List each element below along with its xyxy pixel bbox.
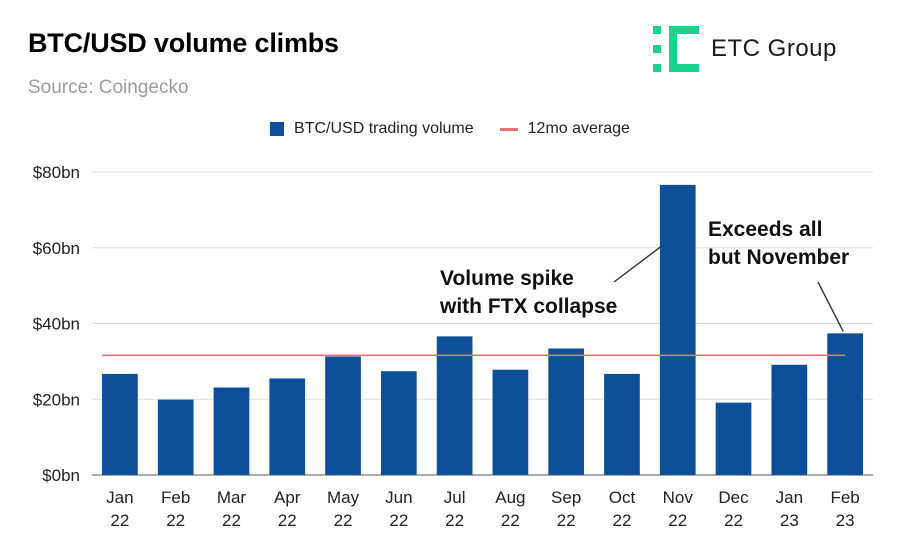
x-tick-label: 22 xyxy=(278,511,297,530)
x-tick-label: Jun xyxy=(385,488,412,507)
x-tick-label: Sep xyxy=(551,488,581,507)
x-tick-label: 22 xyxy=(110,511,129,530)
bar xyxy=(436,336,473,475)
x-tick-label: Jan xyxy=(776,488,803,507)
y-tick-label: $40bn xyxy=(33,315,80,334)
x-tick-label: 22 xyxy=(668,511,687,530)
bar xyxy=(380,371,417,475)
legend-swatch-volume xyxy=(270,122,285,136)
bar xyxy=(827,333,863,475)
chart-title: BTC/USD volume climbs xyxy=(28,28,339,58)
annotation-feb-line2: but November xyxy=(708,246,850,269)
bar xyxy=(659,184,696,475)
x-tick-label: 22 xyxy=(724,511,743,530)
x-tick-label: Jan xyxy=(106,488,133,507)
x-tick-label: 22 xyxy=(389,511,408,530)
x-tick-label: 22 xyxy=(166,511,185,530)
y-tick-label: $0bn xyxy=(42,466,80,485)
bar xyxy=(548,348,585,475)
bar xyxy=(604,373,640,475)
legend-item-volume: BTC/USD trading volume xyxy=(270,120,474,138)
annotation-ftx: Volume spike with FTX collapse xyxy=(440,265,617,321)
bar xyxy=(102,373,138,475)
legend-label-average: 12mo average xyxy=(527,120,630,137)
x-tick-label: Jul xyxy=(444,488,466,507)
x-tick-label: Nov xyxy=(663,488,694,507)
y-tick-label: $80bn xyxy=(33,163,80,182)
x-tick-label: Mar xyxy=(217,488,247,507)
bar xyxy=(771,364,808,475)
x-tick-label: 22 xyxy=(501,511,520,530)
x-tick-label: 22 xyxy=(613,511,632,530)
x-tick-label: 23 xyxy=(780,511,799,530)
brand-name: ETC Group xyxy=(711,35,837,62)
x-tick-label: Oct xyxy=(609,488,636,507)
x-tick-label: Aug xyxy=(495,488,525,507)
x-tick-label: Feb xyxy=(161,488,190,507)
x-tick-label: 23 xyxy=(836,511,855,530)
x-tick-label: 22 xyxy=(334,511,353,530)
annotation-leader xyxy=(817,281,844,332)
x-tick-label: May xyxy=(327,488,360,507)
annotation-leader xyxy=(613,245,663,283)
x-tick-label: Apr xyxy=(274,488,301,507)
chart-subtitle: Source: Coingecko xyxy=(28,77,189,98)
annotation-feb: Exceeds all but November xyxy=(708,216,849,272)
bar xyxy=(157,399,194,475)
annotation-ftx-line2: with FTX collapse xyxy=(440,295,618,318)
etc-group-logo: ETC Group xyxy=(653,26,873,72)
x-tick-label: Feb xyxy=(830,488,859,507)
etc-logo-mark-icon xyxy=(653,26,699,72)
bar xyxy=(492,369,529,475)
bar xyxy=(269,378,306,475)
x-tick-label: 22 xyxy=(445,511,464,530)
bar xyxy=(325,356,361,475)
annotation-ftx-line1: Volume spike xyxy=(440,267,574,290)
y-tick-label: $60bn xyxy=(33,239,80,258)
bar xyxy=(715,402,752,475)
x-tick-label: Dec xyxy=(718,488,749,507)
y-tick-label: $20bn xyxy=(33,390,80,409)
x-tick-label: 22 xyxy=(557,511,576,530)
legend-label-volume: BTC/USD trading volume xyxy=(294,120,474,137)
legend-item-average: 12mo average xyxy=(499,120,630,138)
legend-swatch-average xyxy=(499,127,518,131)
x-tick-label: 22 xyxy=(222,511,241,530)
chart-legend: BTC/USD trading volume 12mo average xyxy=(0,120,900,138)
annotation-feb-line1: Exceeds all xyxy=(708,218,823,241)
bar xyxy=(213,387,250,475)
